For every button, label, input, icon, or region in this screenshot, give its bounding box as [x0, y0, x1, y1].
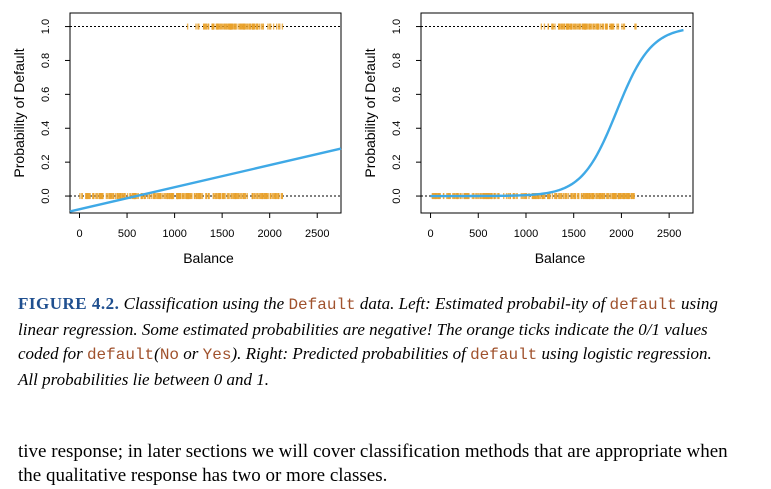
x-tick-label: 1500	[561, 228, 585, 240]
caption-text: using linear regression. Some estimated …	[18, 294, 718, 363]
x-tick-label: 0	[427, 228, 433, 240]
plot-frame	[420, 12, 694, 214]
caption-text: Classification using the	[119, 294, 289, 313]
y-tick-label: 0.8	[40, 53, 52, 68]
left-chart: 0 500 1000 1500 2000 2500 0.0 0.2 0.4 0.6 0.8 1.0 Ba…	[11, 12, 342, 266]
caption-text: or	[179, 344, 203, 363]
figure-caption: FIGURE 4.2. Classification using the Def…	[18, 292, 718, 392]
x-tick-label: 2000	[609, 228, 633, 240]
y-tick-label: 0.4	[40, 121, 52, 136]
fitted-probability-line	[69, 147, 342, 213]
plot-frame	[69, 12, 342, 214]
y-tick-label: 0.6	[391, 87, 403, 102]
fitted-probability-line	[430, 28, 684, 198]
caption-text: (	[154, 344, 160, 363]
x-axis-label: Balance	[183, 250, 234, 266]
x-tick-label: 2500	[305, 228, 329, 240]
y-axis-label: Probability of Default	[11, 48, 27, 177]
x-axis-label: Balance	[535, 250, 586, 266]
caption-code: default	[86, 346, 155, 364]
x-tick-label: 0	[76, 228, 82, 240]
x-tick-label: 500	[469, 228, 487, 240]
right-chart: 0 500 1000 1500 2000 2500 0.0 0.2 0.4 0.6 0.8 1.0 Ba…	[362, 12, 694, 266]
caption-code: Default	[288, 296, 356, 314]
y-tick-label: 0.8	[391, 53, 403, 68]
x-tick-label: 1500	[210, 228, 234, 240]
caption-code: No	[159, 346, 180, 364]
caption-code: default	[609, 296, 677, 314]
y-tick-label: 0.0	[40, 188, 52, 203]
caption-text: data. Left: Estimated probabil-ity of	[355, 294, 610, 313]
y-axis-label: Probability of Default	[362, 48, 378, 177]
y-tick-label: 1.0	[391, 19, 403, 34]
figure-label: FIGURE 4.2.	[18, 294, 120, 313]
x-tick-label: 2500	[657, 228, 681, 240]
body-paragraph: tive response; in later sections we will…	[18, 441, 728, 486]
x-tick-label: 1000	[162, 228, 186, 240]
figure-plots: 0 500 1000 1500 2000 2500 0.0 0.2 0.4 0.6 0.8 1.0 Ba…	[11, 12, 694, 266]
caption-text: using logistic regression. All probabili…	[18, 344, 712, 389]
y-tick-label: 0.6	[40, 87, 52, 102]
y-tick-label: 0.2	[391, 155, 403, 170]
y-tick-label: 0.2	[40, 155, 52, 170]
y-tick-label: 1.0	[40, 19, 52, 34]
x-tick-label: 500	[118, 228, 136, 240]
caption-text: ). Right: Predicted probabilities of	[231, 344, 471, 363]
y-tick-label: 0.4	[391, 121, 403, 136]
caption-code: default	[470, 346, 538, 364]
x-tick-label: 2000	[257, 228, 281, 240]
caption-code: Yes	[202, 346, 232, 364]
x-tick-label: 1000	[514, 228, 538, 240]
y-tick-label: 0.0	[391, 188, 403, 203]
